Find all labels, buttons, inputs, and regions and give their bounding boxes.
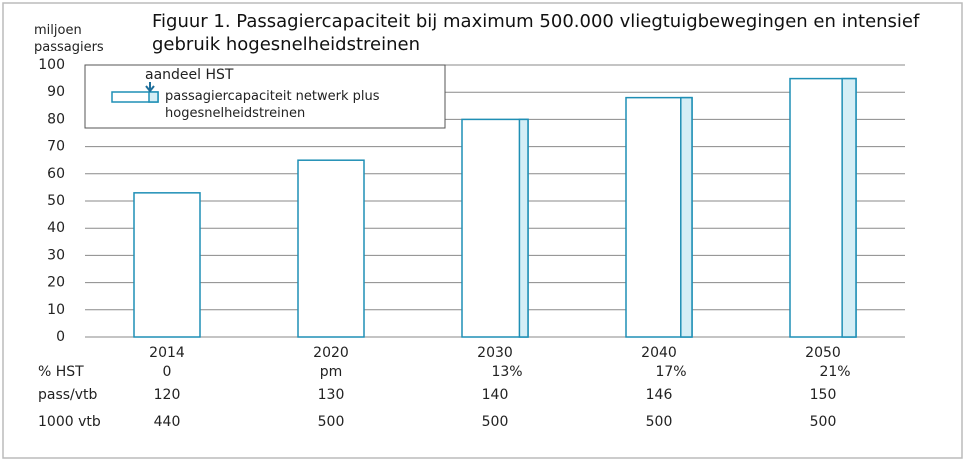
row-label: 1000 vtb bbox=[38, 414, 101, 430]
y-tick-label: 20 bbox=[47, 275, 65, 291]
y-tick-label: 70 bbox=[47, 139, 65, 155]
frame bbox=[2, 2, 963, 459]
x-tick-label: 2050 bbox=[805, 345, 841, 361]
y-tick-label: 60 bbox=[47, 166, 65, 182]
y-tick-label: 30 bbox=[47, 247, 65, 263]
x-tick-label: 2030 bbox=[477, 345, 513, 361]
hst-label: 21% bbox=[819, 364, 850, 380]
y-tick-label: 0 bbox=[56, 329, 65, 345]
annotation: aandeel HST bbox=[145, 67, 234, 83]
hst-label: 0 bbox=[163, 364, 172, 380]
table-cell: 500 bbox=[810, 414, 837, 430]
y-tick-label: 50 bbox=[47, 193, 65, 209]
table-cell: 150 bbox=[810, 387, 837, 403]
row-label: % HST bbox=[38, 364, 84, 380]
hst-label: pm bbox=[320, 364, 343, 380]
y-tick-label: 40 bbox=[47, 220, 65, 236]
hst-share bbox=[680, 96, 693, 338]
y-tick-label: 80 bbox=[47, 111, 65, 127]
table-cell: 130 bbox=[318, 387, 345, 403]
annotation-arrow bbox=[145, 82, 155, 93]
table-cell: 500 bbox=[646, 414, 673, 430]
table-cell: 500 bbox=[318, 414, 345, 430]
bar bbox=[461, 118, 529, 338]
bar bbox=[297, 159, 365, 338]
hst-label: 13% bbox=[491, 364, 522, 380]
table-cell: 120 bbox=[154, 387, 181, 403]
y-axis-label: miljoen passagiers bbox=[34, 23, 104, 55]
x-tick-label: 2020 bbox=[313, 345, 349, 361]
table-cell: 440 bbox=[154, 414, 181, 430]
y-tick-label: 10 bbox=[47, 302, 65, 318]
row-label: pass/vtb bbox=[38, 387, 98, 403]
table-cell: 140 bbox=[482, 387, 509, 403]
x-tick-label: 2040 bbox=[641, 345, 677, 361]
y-tick-label: 90 bbox=[47, 84, 65, 100]
legend-swatch-hst bbox=[148, 91, 159, 103]
hst-label: 17% bbox=[655, 364, 686, 380]
chart-title: Figuur 1. Passagiercapaciteit bij maximu… bbox=[152, 11, 920, 55]
hst-share bbox=[841, 77, 857, 338]
hst-share bbox=[518, 118, 529, 338]
x-tick-label: 2014 bbox=[149, 345, 185, 361]
table-cell: 500 bbox=[482, 414, 509, 430]
legend-label: passagiercapaciteit netwerk plus hogesne… bbox=[165, 89, 380, 121]
table-cell: 146 bbox=[646, 387, 673, 403]
y-tick-label: 100 bbox=[38, 57, 65, 73]
bar bbox=[133, 192, 201, 338]
